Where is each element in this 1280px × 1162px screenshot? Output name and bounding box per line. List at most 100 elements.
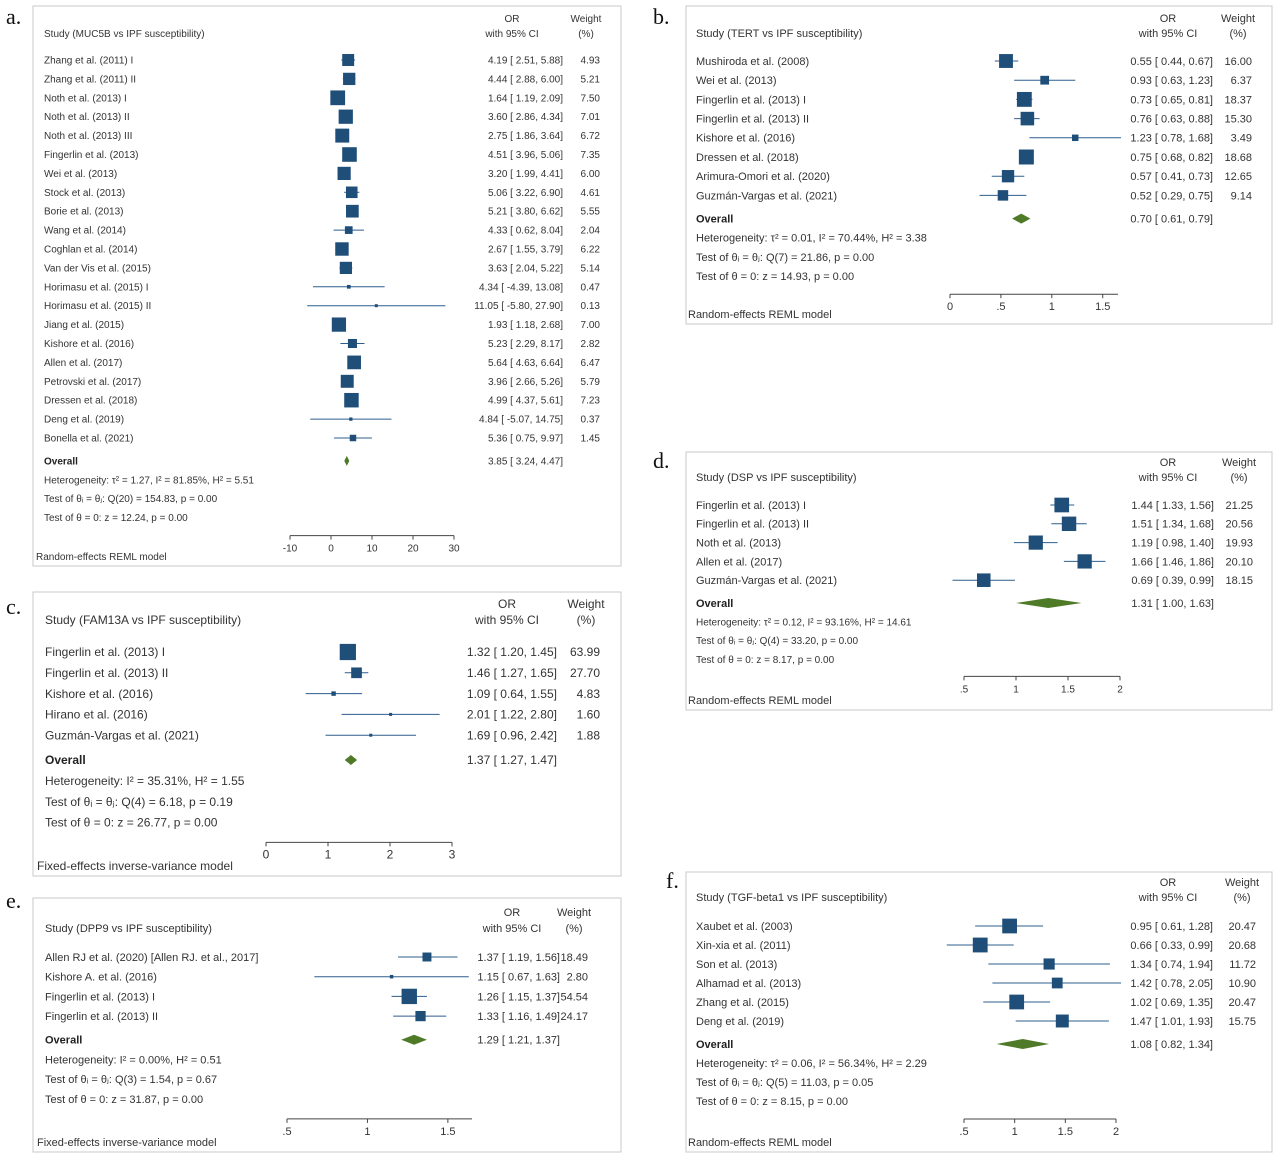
study-weight: 5.79 (581, 377, 601, 388)
study-or-ci: 5.36 [ 0.75, 9.97] (488, 434, 563, 445)
weight-header: Weight (1221, 13, 1255, 25)
panel-label-d: d. (653, 448, 670, 473)
study-weight: 7.23 (581, 396, 601, 407)
overall-or-ci: 3.85 [ 3.24, 4.47] (488, 456, 563, 467)
study-marker (339, 261, 352, 275)
stats-line: Test of θᵢ = θⱼ: Q(7) = 21.86, p = 0.00 (696, 252, 874, 264)
weight-subheader: (%) (1230, 472, 1247, 484)
study-marker (374, 304, 378, 308)
study-marker (422, 952, 432, 962)
study-weight: 3.49 (1231, 133, 1252, 145)
study-name: Fingerlin et al. (2013) II (45, 1011, 158, 1023)
model-note: Random-effects REML model (36, 552, 167, 563)
study-marker (347, 338, 357, 349)
study-weight: 1.88 (577, 728, 601, 742)
overall-or-ci: 1.31 [ 1.00, 1.63] (1131, 598, 1214, 610)
x-tick-label: 2 (1113, 1126, 1119, 1138)
study-name: Petrovski et al. (2017) (44, 377, 141, 388)
stats-line: Heterogeneity: I² = 0.00%, H² = 0.51 (45, 1054, 222, 1066)
study-weight: 5.21 (581, 74, 601, 85)
study-name: Fingerlin et al. (2013) (44, 150, 139, 161)
study-name: Kishore et al. (2016) (45, 687, 153, 701)
study-name: Coghlan et al. (2014) (44, 245, 137, 256)
x-tick-label: 0 (947, 301, 953, 313)
model-note: Fixed-effects inverse-variance model (37, 1137, 217, 1149)
study-weight: 20.47 (1228, 997, 1256, 1009)
study-or-ci: 1.09 [ 0.64, 1.55] (467, 687, 557, 701)
model-note: Random-effects REML model (688, 695, 832, 707)
stats-line: Test of θᵢ = θⱼ: Q(4) = 33.20, p = 0.00 (696, 636, 858, 647)
x-tick-label: 1.5 (1061, 684, 1075, 695)
study-weight: 4.61 (581, 188, 601, 199)
study-name: Allen et al. (2017) (44, 358, 122, 369)
study-marker (1016, 91, 1032, 107)
study-weight: 27.70 (570, 666, 600, 680)
study-marker (344, 226, 353, 234)
study-or-ci: 1.64 [ 1.19, 2.09] (488, 93, 563, 104)
study-name: Fingerlin et al. (2013) II (45, 666, 168, 680)
study-or-ci: 3.63 [ 2.04, 5.22] (488, 263, 563, 274)
study-marker (342, 147, 357, 162)
study-marker (1002, 918, 1017, 934)
study-or-ci: 1.32 [ 1.20, 1.45] (467, 645, 557, 659)
or-subheader: with 95% CI (484, 29, 538, 40)
study-weight: 7.50 (581, 93, 601, 104)
or-subheader: with 95% CI (1138, 472, 1198, 484)
study-marker (349, 417, 353, 421)
study-or-ci: 4.19 [ 2.51, 5.88] (488, 56, 563, 67)
study-or-ci: 1.46 [ 1.27, 1.65] (467, 666, 557, 680)
x-tick-label: 1 (325, 847, 332, 861)
or-header: OR (1160, 457, 1177, 469)
panel-label-a: a. (6, 4, 22, 29)
study-weight: 7.35 (581, 150, 601, 161)
x-tick-label: 1.5 (440, 1126, 455, 1138)
study-or-ci: 4.34 [ -4.39, 13.08] (479, 282, 563, 293)
x-tick-label: 1 (1049, 301, 1055, 313)
weight-subheader: (%) (578, 29, 594, 40)
study-or-ci: 4.51 [ 3.96, 5.06] (488, 150, 563, 161)
study-marker (1061, 516, 1077, 532)
study-marker (389, 974, 394, 979)
study-weight: 2.04 (581, 226, 601, 237)
study-marker (347, 355, 361, 370)
study-name: Horimasu et al. (2015) II (44, 301, 151, 312)
study-marker (389, 712, 393, 716)
overall-or-ci: 1.37 [ 1.27, 1.47] (467, 753, 557, 767)
study-name: Fingerlin et al. (2013) I (45, 645, 165, 659)
study-marker (369, 733, 373, 737)
x-tick-label: .5 (960, 684, 969, 695)
panel-frame-f (685, 871, 1273, 1153)
study-or-ci: 3.96 [ 2.66, 5.26] (488, 377, 563, 388)
study-or-ci: 0.69 [ 0.39, 0.99] (1131, 575, 1214, 587)
overall-or-ci: 1.08 [ 0.82, 1.34] (1130, 1039, 1213, 1051)
study-name: Stock et al. (2013) (44, 188, 125, 199)
x-tick-label: 20 (407, 544, 419, 555)
panel-title-a: Study (MUC5B vs IPF susceptibility) (44, 29, 205, 40)
study-weight: 20.68 (1228, 940, 1256, 952)
study-weight: 20.10 (1225, 556, 1253, 568)
study-weight: 18.15 (1225, 575, 1253, 587)
study-name: Kishore et al. (2016) (696, 133, 795, 145)
study-or-ci: 0.93 [ 0.63, 1.23] (1130, 75, 1213, 87)
study-name: Zhang et al. (2015) (696, 997, 789, 1009)
study-marker (997, 190, 1009, 201)
panel-frame-b (685, 5, 1273, 325)
stats-line: Heterogeneity: I² = 35.31%, H² = 1.55 (45, 774, 245, 788)
or-header: OR (1160, 13, 1177, 25)
stats-line: Test of θ = 0: z = 8.17, p = 0.00 (696, 655, 835, 666)
study-marker (1001, 170, 1015, 183)
study-marker (1051, 977, 1063, 989)
panel-frame-c (32, 591, 622, 877)
weight-header: Weight (557, 907, 591, 919)
study-or-ci: 3.60 [ 2.86, 4.34] (488, 112, 563, 123)
study-name: Kishore A. et al. (2016) (45, 972, 157, 984)
study-weight: 19.93 (1225, 537, 1253, 549)
overall-diamond (1016, 598, 1082, 608)
overall-diamond (1012, 213, 1031, 224)
weight-subheader: (%) (1229, 28, 1246, 40)
x-tick-label: 2 (387, 847, 394, 861)
study-weight: 20.47 (1228, 921, 1256, 933)
study-marker (1071, 134, 1079, 142)
study-weight: 16.00 (1224, 56, 1252, 68)
study-name: Horimasu et al. (2015) I (44, 282, 149, 293)
